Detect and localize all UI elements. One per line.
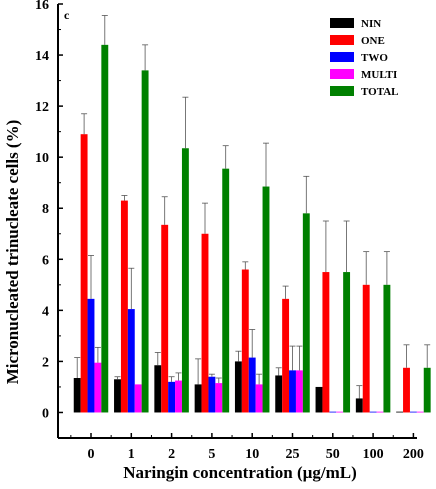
bar-total-5 — [222, 168, 230, 413]
legend-swatch-multi — [330, 69, 354, 79]
y-tick-label-10: 10 — [35, 151, 49, 166]
bar-one-100 — [362, 284, 370, 413]
bar-one-200 — [403, 367, 410, 413]
y-tick-label-2: 2 — [42, 355, 49, 370]
bars-layer — [73, 15, 431, 413]
bar-total-200 — [423, 367, 431, 413]
x-tick-label-10: 10 — [245, 447, 259, 462]
bar-multi-10 — [255, 384, 263, 413]
legend-label-two: TWO — [361, 52, 388, 64]
bar-total-2 — [181, 148, 189, 413]
bar-nin-200 — [396, 411, 404, 413]
bar-one-0 — [80, 134, 88, 413]
bar-one-10 — [241, 269, 249, 413]
bar-multi-25 — [295, 370, 303, 413]
bar-one-2 — [161, 224, 169, 413]
bar-multi-1 — [134, 384, 142, 413]
bar-nin-0 — [73, 378, 81, 413]
bar-two-1 — [127, 309, 135, 413]
x-tick-label-200: 200 — [403, 447, 424, 462]
bar-nin-50 — [315, 386, 323, 413]
bar-one-1 — [120, 200, 128, 413]
legend-swatch-nin — [330, 18, 354, 28]
bar-two-2 — [168, 381, 176, 413]
bar-nin-100 — [355, 398, 363, 413]
bar-total-1 — [141, 70, 149, 413]
x-tick-label-0: 0 — [88, 447, 95, 462]
legend-swatch-one — [330, 35, 354, 45]
x-tick-label-1: 1 — [128, 447, 135, 462]
bar-two-200 — [409, 411, 417, 413]
bar-nin-5 — [194, 384, 202, 413]
y-axis-label: Micronucleated trinucleate cells (%) — [3, 120, 22, 385]
x-tick-label-5: 5 — [208, 447, 215, 462]
y-tick-label-4: 4 — [42, 304, 49, 319]
bar-total-100 — [383, 284, 391, 413]
bar-two-0 — [87, 298, 95, 413]
bar-one-5 — [201, 233, 209, 413]
legend-swatch-two — [330, 52, 354, 62]
x-tick-label-100: 100 — [363, 447, 384, 462]
bar-one-25 — [282, 298, 290, 413]
bar-two-25 — [289, 370, 296, 413]
y-tick-label-8: 8 — [42, 202, 49, 217]
y-tick-label-16: 16 — [35, 0, 49, 13]
bar-two-100 — [369, 411, 377, 413]
x-axis-label: Naringin concentration (µg/mL) — [123, 463, 357, 482]
legend-label-total: TOTAL — [361, 86, 399, 98]
bar-two-10 — [248, 357, 256, 413]
bar-multi-5 — [215, 383, 223, 413]
legend-label-multi: MULTI — [361, 69, 397, 81]
bar-nin-10 — [234, 361, 242, 413]
bar-multi-100 — [376, 411, 384, 413]
y-tick-label-12: 12 — [35, 100, 49, 115]
y-tick-label-14: 14 — [35, 49, 49, 64]
panel-label: c — [64, 8, 70, 22]
x-tick-label-2: 2 — [168, 447, 175, 462]
bar-total-10 — [262, 186, 270, 413]
bar-total-50 — [343, 272, 351, 413]
bar-two-50 — [329, 411, 337, 413]
y-tick-label-6: 6 — [42, 253, 49, 268]
bar-multi-50 — [336, 411, 344, 413]
legend-label-one: ONE — [361, 35, 385, 47]
bar-two-5 — [208, 376, 216, 413]
x-tick-label-50: 50 — [326, 447, 340, 462]
bar-multi-2 — [175, 380, 182, 413]
bar-nin-25 — [275, 375, 283, 413]
bar-total-0 — [101, 44, 109, 413]
bar-one-50 — [322, 272, 330, 413]
bar-multi-0 — [94, 362, 102, 413]
legend-swatch-total — [330, 86, 354, 96]
legend-label-nin: NIN — [361, 18, 381, 30]
x-tick-label-25: 25 — [286, 447, 300, 462]
bar-nin-1 — [114, 379, 121, 413]
bar-total-25 — [302, 213, 310, 413]
bar-nin-2 — [154, 365, 162, 413]
bar-multi-200 — [416, 411, 424, 413]
legend: NIN ONE TWO MULTI TOTAL — [330, 18, 399, 98]
y-tick-label-0: 0 — [42, 406, 49, 421]
